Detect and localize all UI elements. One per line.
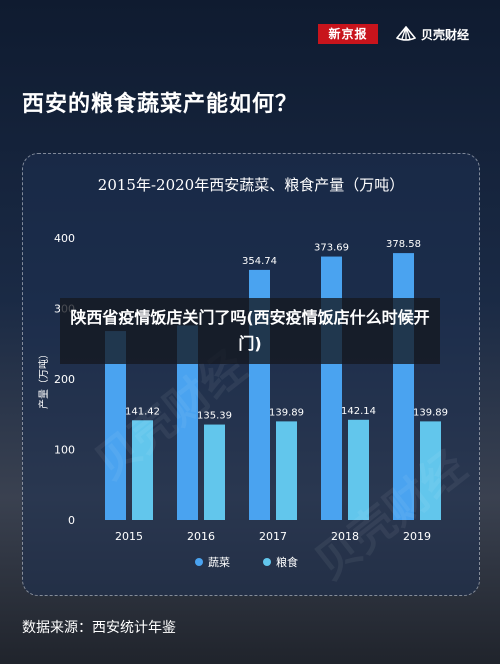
bar-vegetables bbox=[321, 256, 342, 520]
data-label: 142.14 bbox=[341, 406, 376, 417]
data-label: 354.74 bbox=[242, 256, 277, 267]
finance-logo-text: 贝壳财经 bbox=[421, 27, 470, 42]
bar-grain bbox=[204, 424, 225, 520]
x-tick-label: 2018 bbox=[331, 530, 359, 543]
x-tick-label: 2016 bbox=[187, 530, 215, 543]
x-tick-label: 2015 bbox=[115, 530, 143, 543]
page-title: 西安的粮食蔬菜产能如何？ bbox=[22, 92, 299, 117]
y-tick-label: 100 bbox=[54, 444, 75, 457]
data-label: 139.89 bbox=[269, 407, 304, 418]
y-tick-label: 0 bbox=[68, 514, 75, 527]
legend-label: 粮食 bbox=[276, 555, 298, 569]
overlay-text: 陕西省疫情饭店关门了吗(西安疫情饭店什么时候开门) bbox=[70, 308, 430, 353]
bar-grain bbox=[420, 421, 441, 520]
x-tick-label: 2017 bbox=[259, 530, 287, 543]
bar-grain bbox=[348, 419, 369, 520]
legend-marker bbox=[195, 558, 203, 566]
chart-title: 2015年-2020年西安蔬菜、粮食产量（万吨） bbox=[97, 176, 405, 194]
y-axis-label: 产量（万吨） bbox=[37, 349, 50, 409]
data-label: 139.89 bbox=[413, 407, 448, 418]
y-tick-label: 400 bbox=[54, 232, 75, 245]
data-source: 数据来源：西安统计年鉴 bbox=[22, 620, 176, 636]
overlay-banner[interactable]: 陕西省疫情饭店关门了吗(西安疫情饭店什么时候开门) bbox=[60, 298, 440, 364]
legend-label: 蔬菜 bbox=[208, 556, 230, 569]
data-label: 373.69 bbox=[314, 243, 349, 254]
data-label: 378.58 bbox=[386, 239, 421, 250]
x-tick-label: 2019 bbox=[403, 530, 431, 543]
newspaper-logo: 新京报 bbox=[318, 24, 378, 44]
bar-grain bbox=[276, 421, 297, 520]
shell-icon bbox=[396, 26, 416, 41]
bar-grain bbox=[132, 420, 153, 520]
bar-vegetables bbox=[105, 331, 126, 520]
finance-logo: 贝壳财经 bbox=[396, 24, 469, 44]
y-tick-label: 200 bbox=[54, 373, 75, 386]
data-label: 141.42 bbox=[125, 406, 160, 417]
data-label: 135.39 bbox=[197, 411, 232, 422]
bar-vegetables bbox=[177, 325, 198, 520]
top-bar: 新京报 贝壳财经 bbox=[0, 0, 500, 60]
chart-card: 2015年-2020年西安蔬菜、粮食产量（万吨） 产量（万吨）010020030… bbox=[22, 153, 480, 596]
legend-marker bbox=[263, 558, 271, 566]
